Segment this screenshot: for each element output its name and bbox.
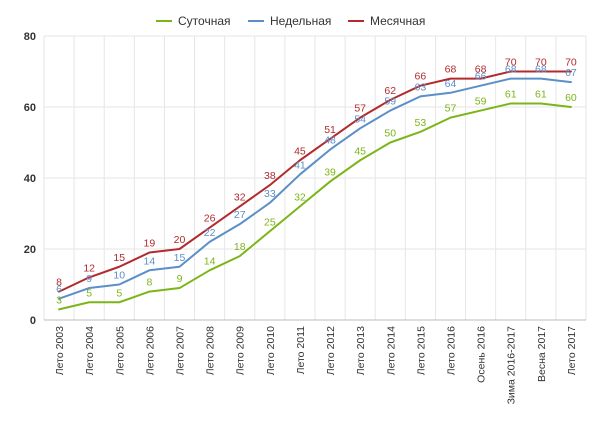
data-label: 60: [565, 92, 577, 104]
data-label: 63: [415, 81, 427, 93]
x-tick-label: Лето 2003: [54, 326, 66, 375]
data-label: 12: [83, 262, 95, 274]
data-label: 18: [234, 241, 246, 253]
data-label: 53: [415, 117, 427, 129]
data-label: 32: [294, 191, 306, 203]
data-label: 61: [505, 88, 517, 100]
x-tick-label: Лето 2005: [114, 326, 126, 375]
data-label: 5: [86, 287, 92, 299]
x-tick-label: Лето 2011: [295, 326, 307, 375]
grid: [43, 35, 587, 321]
data-label: 67: [565, 67, 577, 79]
data-label: 51: [324, 124, 336, 136]
data-label: 66: [415, 71, 427, 83]
data-label: 54: [354, 113, 366, 125]
data-label: 25: [264, 216, 276, 228]
data-label: 8: [146, 277, 152, 289]
x-tick-label: Лето 2014: [385, 326, 397, 375]
y-tick-label: 20: [24, 244, 36, 256]
legend-item-1[interactable]: Суточная: [156, 14, 231, 28]
legend-item-2[interactable]: Недельная: [248, 14, 331, 28]
data-label: 66: [475, 71, 487, 83]
y-tick-label: 0: [30, 315, 36, 327]
x-tick-label: Лето 2017: [566, 326, 578, 375]
data-label: 68: [475, 64, 487, 76]
data-label: 70: [565, 57, 577, 69]
data-label: 64: [445, 78, 457, 90]
legend-label: Месячная: [370, 14, 425, 28]
data-label: 50: [384, 128, 396, 140]
x-axis: Лето 2003 Лето 2004 Лето 2005 Лето 2006 Лето…: [44, 319, 586, 405]
data-label: 61: [535, 88, 547, 100]
data-label: 9: [177, 273, 183, 285]
x-tick-label: Лето 2004: [84, 326, 96, 375]
data-label: 9: [86, 273, 92, 285]
data-label: 27: [234, 209, 246, 221]
y-tick-label: 60: [24, 102, 36, 114]
data-label: 19: [144, 238, 156, 250]
data-label: 14: [144, 255, 156, 267]
data-label: 57: [354, 103, 366, 115]
data-label: 68: [505, 64, 517, 76]
legend-item-3[interactable]: Месячная: [348, 14, 425, 28]
x-tick-label: Лето 2016: [446, 326, 458, 375]
data-label: 57: [445, 103, 457, 115]
data-label: 70: [505, 57, 517, 69]
y-tick-label: 80: [24, 31, 36, 43]
x-tick-label: Лето 2007: [175, 326, 187, 375]
x-tick-label: Лето 2015: [415, 326, 427, 375]
series-line-3: [58, 70, 572, 293]
data-label: 8: [56, 277, 62, 289]
x-tick-label: Зима 2016-2017: [506, 326, 518, 405]
data-label: 62: [384, 85, 396, 97]
data-label: 70: [535, 57, 547, 69]
series-line-1: [58, 102, 572, 311]
data-label: 33: [264, 188, 276, 200]
legend-label: Недельная: [270, 14, 331, 28]
x-tick-label: Лето 2012: [325, 326, 337, 375]
y-axis: 0 20 40 60 80: [24, 31, 36, 327]
y-tick-label: 40: [24, 173, 36, 185]
data-label: 20: [174, 234, 186, 246]
x-tick-label: Лето 2009: [235, 326, 247, 375]
series-group: [58, 70, 572, 311]
data-label: 32: [234, 191, 246, 203]
data-label: 41: [294, 159, 306, 171]
data-labels: 3 5 5 8 9 14 18 25 32 39 45 50 53 57 59 61 61 60 6 9 10 14 15 2…: [56, 57, 577, 307]
data-label: 15: [174, 252, 186, 264]
data-label: 26: [204, 213, 216, 225]
series-line-2: [58, 77, 572, 300]
data-label: 3: [56, 294, 62, 306]
data-label: 39: [324, 167, 336, 179]
data-label: 68: [445, 64, 457, 76]
data-label: 48: [324, 135, 336, 147]
data-label: 68: [535, 64, 547, 76]
data-label: 45: [354, 145, 366, 157]
x-tick-label: Осень 2016: [476, 326, 488, 383]
x-tick-label: Весна 2017: [536, 326, 548, 382]
data-label: 22: [204, 227, 216, 239]
x-tick-label: Лето 2006: [144, 326, 156, 375]
legend-label: Суточная: [178, 14, 231, 28]
data-label: 14: [204, 255, 216, 267]
data-label: 45: [294, 145, 306, 157]
data-label: 59: [475, 96, 487, 108]
x-tick-label: Лето 2010: [265, 326, 277, 375]
data-label: 10: [113, 270, 125, 282]
data-label: 6: [56, 284, 62, 296]
data-label: 38: [264, 170, 276, 182]
data-label: 59: [384, 96, 396, 108]
data-label: 5: [116, 287, 122, 299]
x-tick-label: Лето 2013: [355, 326, 367, 375]
data-label: 15: [113, 252, 125, 264]
legend[interactable]: Суточная Недельная Месячная: [156, 14, 425, 28]
x-tick-label: Лето 2008: [205, 326, 217, 375]
